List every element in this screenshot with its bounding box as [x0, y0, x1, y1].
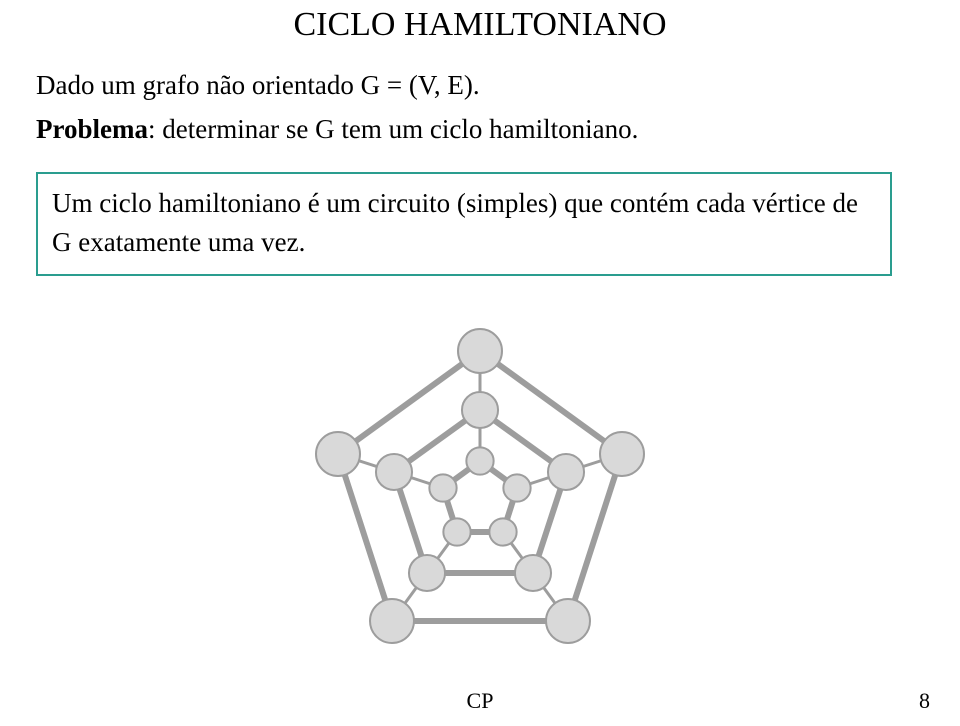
- definition-box: Um ciclo hamiltoniano é um circuito (sim…: [36, 172, 892, 276]
- problem-label: Problema: [36, 114, 148, 144]
- given-line: Dado um grafo não orientado G = (V, E).: [36, 70, 480, 101]
- page-title: CICLO HAMILTONIANO: [0, 6, 960, 44]
- problem-line: Problema: determinar se G tem um ciclo h…: [36, 114, 638, 145]
- problem-rest: : determinar se G tem um ciclo hamiltoni…: [148, 114, 638, 144]
- given-text: Dado um grafo não orientado G = (V, E).: [36, 70, 480, 100]
- dodecahedron-graph: [300, 320, 660, 660]
- graph-figure: [0, 320, 960, 665]
- footer-cp: CP: [0, 688, 960, 714]
- definition-text: Um ciclo hamiltoniano é um circuito (sim…: [52, 184, 876, 262]
- footer-page-number: 8: [919, 688, 930, 714]
